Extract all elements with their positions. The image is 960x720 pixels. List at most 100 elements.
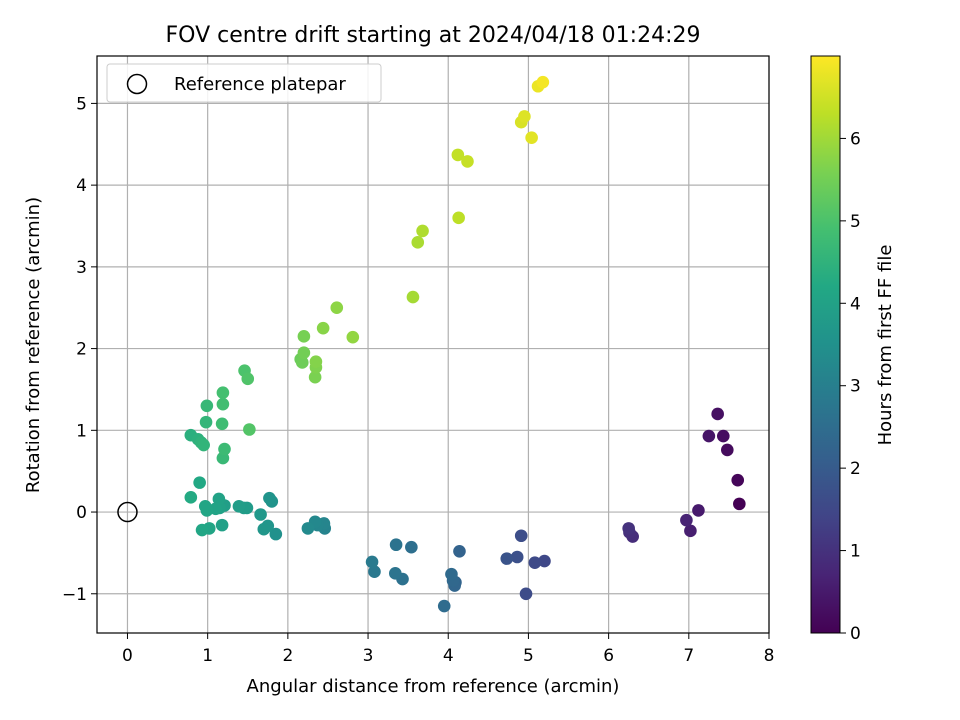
data-point — [365, 555, 379, 569]
colorbar-tick-label: 4 — [850, 294, 861, 314]
data-point — [297, 330, 311, 343]
x-tick-label: 7 — [683, 646, 694, 666]
data-point — [711, 407, 724, 421]
data-point — [346, 330, 360, 344]
data-point — [216, 386, 230, 400]
data-point — [536, 75, 550, 89]
data-point — [680, 513, 693, 527]
data-point — [416, 224, 429, 238]
x-tick-label: 1 — [202, 646, 213, 666]
colorbar-tick-label: 0 — [850, 624, 861, 644]
data-point — [193, 476, 206, 489]
data-point — [316, 321, 330, 335]
data-point — [514, 529, 528, 543]
legend-marker — [126, 73, 148, 95]
data-point — [721, 443, 734, 457]
y-tick-label: 4 — [76, 176, 87, 196]
x-tick-label: 5 — [523, 646, 534, 666]
x-tick-label: 2 — [282, 646, 293, 666]
data-point — [405, 540, 418, 554]
y-tick-label: 2 — [76, 340, 87, 360]
data-point — [445, 567, 458, 581]
data-point — [301, 522, 315, 535]
data-point — [243, 423, 256, 436]
data-point — [212, 492, 226, 506]
data-point — [461, 155, 474, 168]
data-point — [411, 236, 425, 249]
y-axis-ticks: −1 0 1 2 3 4 5 — [62, 94, 97, 605]
data-point — [510, 550, 524, 564]
data-point — [389, 567, 402, 580]
data-point — [528, 556, 542, 570]
data-point — [452, 211, 465, 225]
colorbar-tick-label: 5 — [850, 212, 861, 232]
data-point — [453, 544, 466, 558]
data-point — [263, 491, 276, 505]
data-point — [519, 587, 533, 601]
colorbar-ticks: 0 1 2 3 4 5 6 — [840, 129, 861, 644]
data-point — [389, 538, 403, 552]
y-tick-label: −1 — [62, 585, 87, 605]
data-point — [622, 522, 635, 535]
x-tick-label: 4 — [443, 646, 454, 666]
data-point — [437, 599, 451, 613]
data-points — [184, 75, 746, 613]
data-point — [184, 491, 198, 504]
y-tick-label: 0 — [76, 503, 87, 523]
x-axis-label: Angular distance from reference (arcmin) — [247, 676, 620, 697]
data-point — [702, 429, 716, 443]
data-point — [731, 473, 745, 487]
x-tick-label: 3 — [363, 646, 374, 666]
legend: Reference platepar — [106, 63, 382, 103]
data-point — [692, 504, 705, 517]
data-point — [215, 417, 229, 431]
y-tick-label: 1 — [76, 421, 87, 441]
x-tick-label: 8 — [764, 646, 775, 666]
colorbar-tick-label: 3 — [850, 377, 861, 397]
y-tick-label: 5 — [76, 94, 87, 114]
data-point — [538, 554, 551, 568]
x-axis-ticks: 0 1 2 3 4 5 6 7 8 — [122, 633, 774, 666]
grid-lines — [97, 56, 770, 633]
data-point — [309, 355, 323, 368]
data-point — [451, 148, 465, 162]
data-point — [500, 552, 514, 565]
x-tick-label: 6 — [603, 646, 614, 666]
colorbar-tick-label: 2 — [850, 459, 861, 479]
data-point — [257, 522, 271, 536]
data-point — [200, 399, 214, 413]
data-point — [733, 497, 746, 511]
data-point — [406, 290, 420, 304]
data-point — [197, 438, 210, 452]
y-tick-label: 3 — [76, 258, 87, 278]
colorbar-label: Hours from first FF file — [875, 245, 896, 446]
data-point — [195, 523, 209, 537]
chart-title: FOV centre drift starting at 2024/04/18 … — [166, 23, 701, 48]
reference-point-marker — [117, 501, 138, 523]
colorbar: 0 1 2 3 4 5 6 Hours from first FF file — [810, 55, 896, 644]
data-point — [297, 346, 311, 359]
x-tick-label: 0 — [122, 646, 133, 666]
data-point — [295, 356, 309, 369]
data-point — [308, 370, 322, 384]
plot-frame — [96, 55, 770, 634]
data-point — [684, 524, 697, 538]
data-point — [199, 415, 213, 429]
data-point — [254, 508, 267, 521]
legend-box — [106, 63, 382, 103]
legend-label: Reference platepar — [174, 74, 346, 95]
data-point — [518, 110, 531, 123]
y-axis-label: Rotation from reference (arcmin) — [23, 197, 44, 493]
data-point — [232, 500, 246, 513]
colorbar-tick-label: 6 — [850, 129, 861, 149]
data-point — [215, 518, 229, 532]
data-point — [198, 500, 212, 513]
data-point — [716, 429, 730, 443]
data-point — [241, 372, 255, 386]
data-point — [525, 131, 538, 145]
data-point — [330, 301, 344, 315]
colorbar-tick-label: 1 — [850, 542, 861, 562]
data-point — [269, 527, 283, 541]
data-point — [216, 397, 230, 411]
